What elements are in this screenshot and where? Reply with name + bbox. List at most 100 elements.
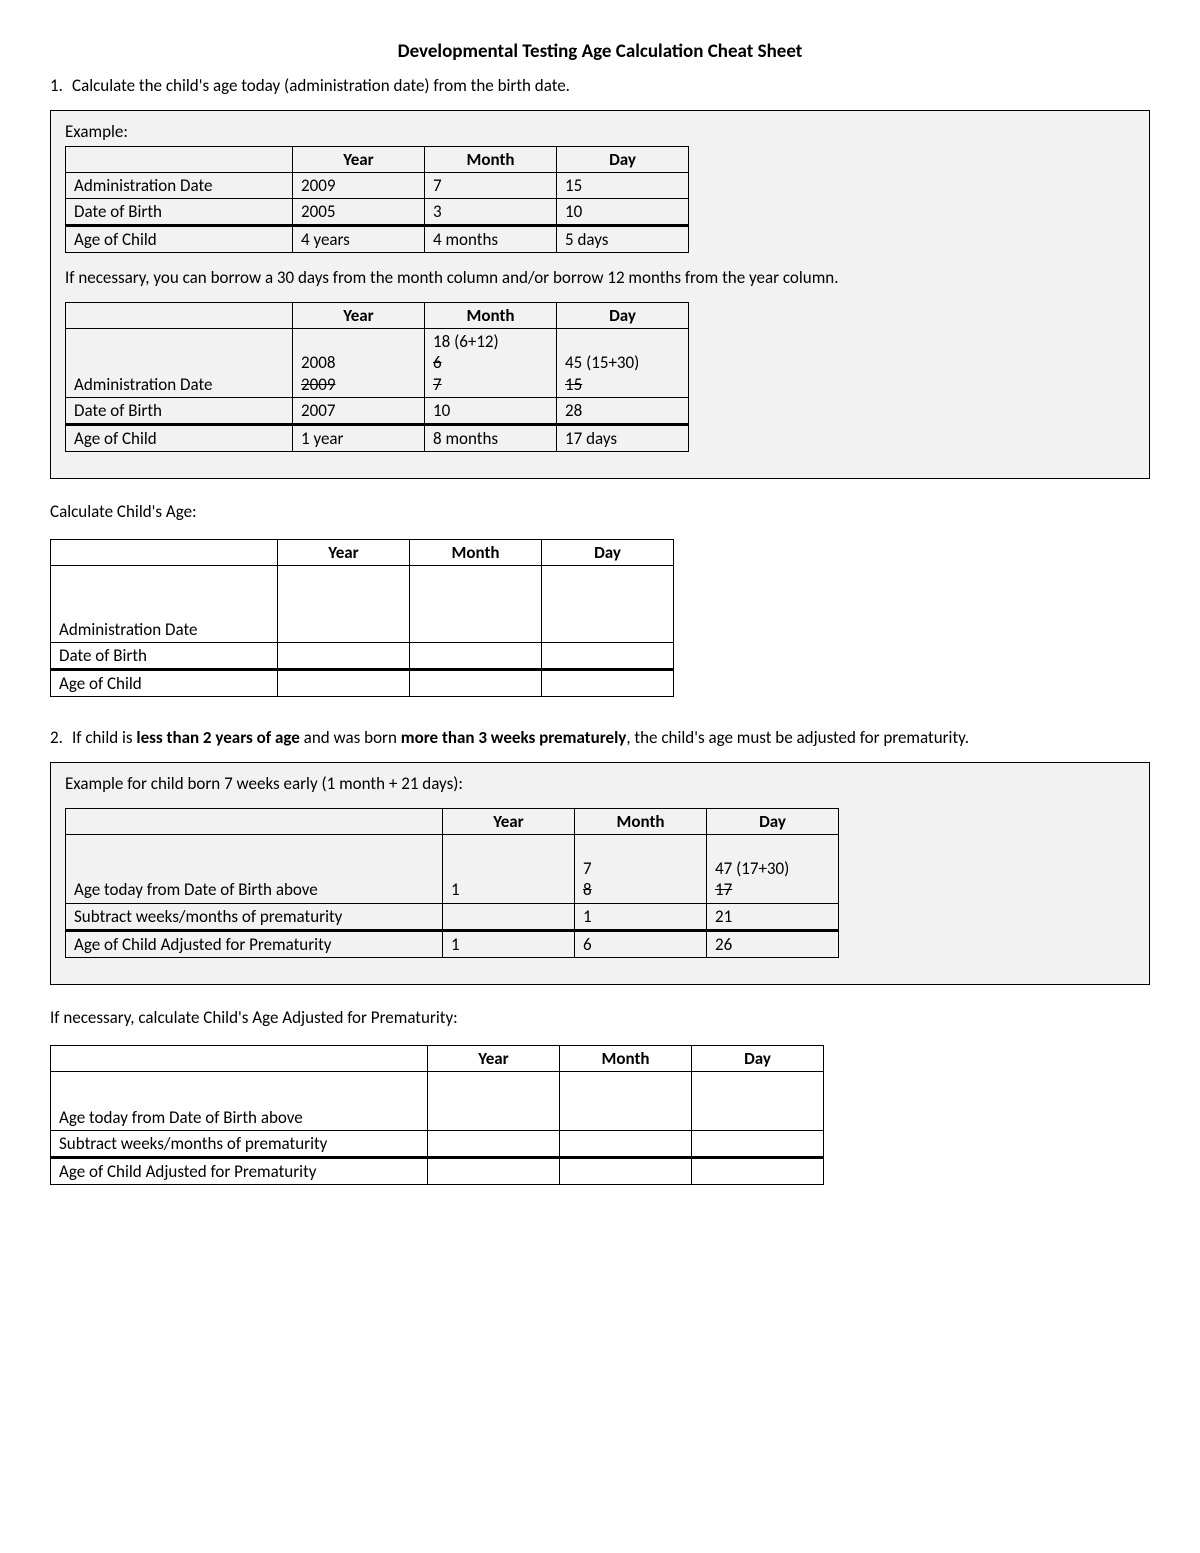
col-month: Month (560, 1045, 692, 1071)
cell: 1 (443, 930, 575, 957)
col-year: Year (443, 808, 575, 834)
cell-blank (410, 642, 542, 669)
cell-year-stack: 2008 2009 (293, 329, 425, 398)
cell: 17 days (557, 424, 689, 451)
cell: 3 (425, 199, 557, 226)
cell: 28 (557, 397, 689, 424)
cell-blank (542, 565, 674, 642)
col-year: Year (278, 539, 410, 565)
blank-header (51, 1045, 428, 1071)
step-1-number: 1. (50, 75, 72, 96)
year-strike: 2009 (301, 374, 416, 395)
day-top: 47 (17+30) (715, 858, 830, 879)
row-admin-label: Administration Date (66, 329, 293, 398)
example-1b-table: Year Month Day Administration Date 2008 … (65, 302, 689, 452)
admin-label-text: Administration Date (74, 374, 284, 395)
example-1-table: Year Month Day Administration Date 2009 … (65, 146, 689, 253)
cell: 8 months (425, 424, 557, 451)
cell-blank (560, 1157, 692, 1184)
cell-blank (560, 1130, 692, 1157)
calc-adj-label: If necessary, calculate Child's Age Adju… (50, 1007, 1150, 1028)
col-month: Month (575, 808, 707, 834)
cell-month-stack: 18 (6+12) 6 7 (425, 329, 557, 398)
blank-header (51, 539, 278, 565)
row-dob-label: Date of Birth (66, 397, 293, 424)
cell: 4 years (293, 226, 425, 253)
row-age-label: Age of Child (66, 424, 293, 451)
row-today-label: Age today from Date of Birth above (66, 834, 443, 903)
cell-blank (542, 669, 674, 696)
step-2: 2.If child is less than 2 years of age a… (50, 727, 1150, 748)
example-2-label: Example for child born 7 weeks early (1 … (65, 773, 1135, 794)
cell: 1 (443, 834, 575, 903)
year-top: 2008 (301, 352, 416, 373)
month-strike: 8 (583, 879, 698, 900)
cell: 10 (557, 199, 689, 226)
row-age-label: Age of Child (51, 669, 278, 696)
cell-blank (542, 642, 674, 669)
col-day: Day (542, 539, 674, 565)
cell-month-stack: 7 8 (575, 834, 707, 903)
example-1-label: Example: (65, 121, 1135, 142)
today-label-text: Age today from Date of Birth above (74, 879, 434, 900)
cell: 21 (707, 903, 839, 930)
blank-header (66, 808, 443, 834)
cell: 10 (425, 397, 557, 424)
day-top: 45 (15+30) (565, 352, 680, 373)
row-today-label: Age today from Date of Birth above (51, 1071, 428, 1130)
col-day: Day (557, 303, 689, 329)
row-admin-label: Administration Date (66, 173, 293, 199)
cell: 2009 (293, 173, 425, 199)
borrow-note: If necessary, you can borrow a 30 days f… (65, 267, 1135, 288)
cell: 15 (557, 173, 689, 199)
example-1-box: Example: Year Month Day Administration D… (50, 110, 1150, 479)
month-top: 7 (583, 858, 698, 879)
step-2-text: If child is less than 2 years of age and… (72, 727, 969, 748)
row-sub-label: Subtract weeks/months of prematurity (51, 1130, 428, 1157)
cell-blank (410, 669, 542, 696)
cell: 5 days (557, 226, 689, 253)
col-day: Day (707, 808, 839, 834)
day-strike: 15 (565, 374, 680, 395)
row-sub-label: Subtract weeks/months of prematurity (66, 903, 443, 930)
col-day: Day (692, 1045, 824, 1071)
month-top: 18 (6+12) (433, 331, 548, 352)
col-month: Month (425, 303, 557, 329)
example-2-table: Year Month Day Age today from Date of Bi… (65, 808, 839, 958)
step-1-text: Calculate the child's age today (adminis… (72, 75, 570, 96)
cell: 1 year (293, 424, 425, 451)
cell-blank (428, 1130, 560, 1157)
cell-day-stack: 47 (17+30) 17 (707, 834, 839, 903)
cell: 2005 (293, 199, 425, 226)
month-strike1: 6 (433, 352, 548, 373)
row-admin-label: Administration Date (51, 565, 278, 642)
page-title: Developmental Testing Age Calculation Ch… (50, 40, 1150, 63)
row-adj-label: Age of Child Adjusted for Prematurity (51, 1157, 428, 1184)
cell: 7 (425, 173, 557, 199)
col-year: Year (428, 1045, 560, 1071)
cell-blank (410, 565, 542, 642)
cell-blank (278, 565, 410, 642)
blank-adj-table: Year Month Day Age today from Date of Bi… (50, 1045, 824, 1185)
col-day: Day (557, 147, 689, 173)
col-month: Month (425, 147, 557, 173)
cell-blank (428, 1071, 560, 1130)
row-dob-label: Date of Birth (66, 199, 293, 226)
col-year: Year (293, 147, 425, 173)
col-month: Month (410, 539, 542, 565)
row-adj-label: Age of Child Adjusted for Prematurity (66, 930, 443, 957)
step-1: 1.Calculate the child's age today (admin… (50, 75, 1150, 96)
blank-header (66, 303, 293, 329)
cell-blank (428, 1157, 560, 1184)
cell: 1 (575, 903, 707, 930)
cell-blank (692, 1157, 824, 1184)
cell-blank (278, 669, 410, 696)
step-2-number: 2. (50, 727, 72, 748)
cell-blank (560, 1071, 692, 1130)
cell-blank (692, 1130, 824, 1157)
day-strike: 17 (715, 879, 830, 900)
cell-day-stack: 45 (15+30) 15 (557, 329, 689, 398)
cell-blank (692, 1071, 824, 1130)
blank-header (66, 147, 293, 173)
row-dob-label: Date of Birth (51, 642, 278, 669)
